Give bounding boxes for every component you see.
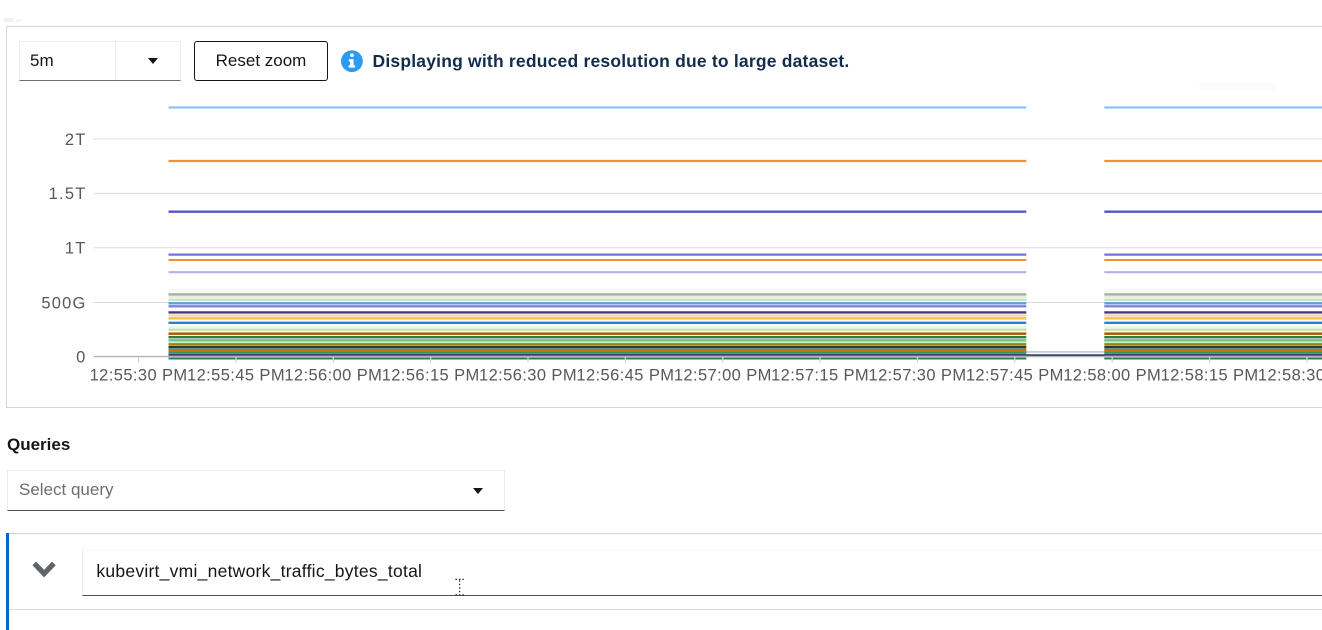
svg-text:1.5T: 1.5T xyxy=(49,185,87,203)
svg-text:12:58:15 PM: 12:58:15 PM xyxy=(1161,367,1259,385)
svg-text:12:58:00 PM: 12:58:00 PM xyxy=(1063,367,1161,385)
svg-text:12:57:45 PM: 12:57:45 PM xyxy=(966,367,1064,385)
svg-text:12:58:30 PM: 12:58:30 PM xyxy=(1258,367,1322,385)
svg-text:1T: 1T xyxy=(65,240,87,258)
svg-text:12:57:00 PM: 12:57:00 PM xyxy=(674,367,772,385)
svg-text:12:55:30 PM: 12:55:30 PM xyxy=(90,367,188,385)
svg-text:12:56:45 PM: 12:56:45 PM xyxy=(576,367,674,385)
svg-text:12:56:30 PM: 12:56:30 PM xyxy=(479,367,577,385)
svg-text:12:56:00 PM: 12:56:00 PM xyxy=(284,367,382,385)
svg-text:12:56:15 PM: 12:56:15 PM xyxy=(382,367,480,385)
svg-text:12:55:45 PM: 12:55:45 PM xyxy=(187,367,285,385)
svg-text:12:57:15 PM: 12:57:15 PM xyxy=(771,367,869,385)
svg-text:12:57:30 PM: 12:57:30 PM xyxy=(869,367,967,385)
svg-text:0: 0 xyxy=(76,348,86,366)
svg-text:2T: 2T xyxy=(65,131,87,149)
svg-text:500G: 500G xyxy=(41,294,86,312)
